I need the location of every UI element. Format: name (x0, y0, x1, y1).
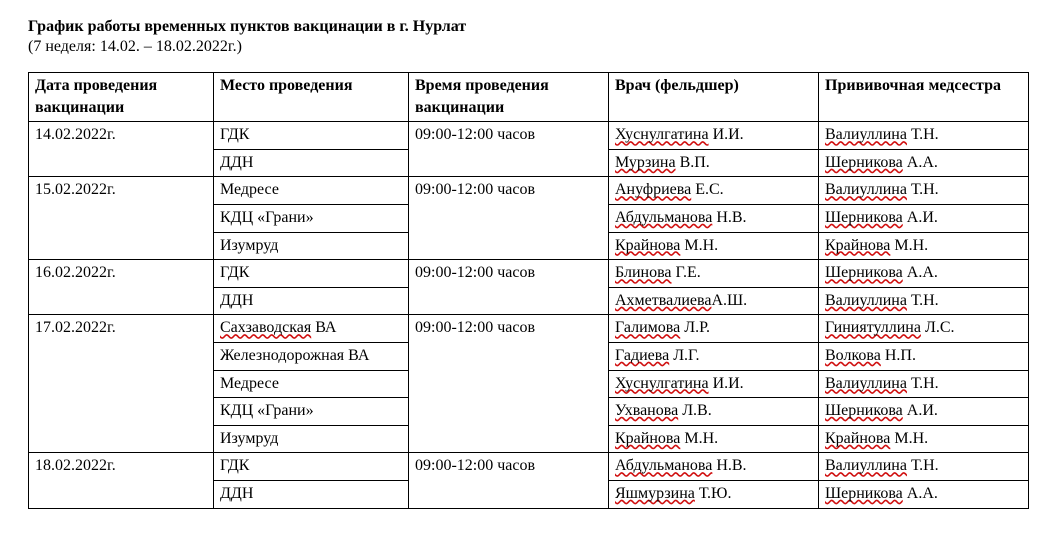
cell-nurse: Гиниятуллина Л.С. (819, 315, 1029, 343)
table-row: 14.02.2022г.ГДК09:00-12:00 часовХуснулга… (29, 122, 1029, 150)
cell-date: 18.02.2022г. (29, 453, 214, 508)
cell-doctor: Хуснулгатина И.И. (609, 122, 819, 150)
cell-nurse: Валиуллина Т.Н. (819, 453, 1029, 481)
cell-doctor: АхметвалиеваА.Ш. (609, 287, 819, 315)
cell-doctor: Блинова Г.Е. (609, 260, 819, 288)
cell-place: ГДК (214, 453, 409, 481)
cell-doctor: Яшмурзина Т.Ю. (609, 480, 819, 508)
table-row: 15.02.2022г.Медресе09:00-12:00 часовАнуф… (29, 177, 1029, 205)
col-time: Время проведения вакцинации (409, 73, 609, 122)
cell-place: ДДН (214, 480, 409, 508)
cell-nurse: Шерникова А.И. (819, 398, 1029, 426)
col-place: Место проведения (214, 73, 409, 122)
table-row: 16.02.2022г.ГДК09:00-12:00 часовБлинова … (29, 260, 1029, 288)
table-row: 18.02.2022г.ГДК09:00-12:00 часовАбдульма… (29, 453, 1029, 481)
cell-place: ГДК (214, 260, 409, 288)
cell-date: 14.02.2022г. (29, 122, 214, 177)
cell-doctor: Крайнова М.Н. (609, 232, 819, 260)
cell-nurse: Шерникова А.А. (819, 149, 1029, 177)
cell-time: 09:00-12:00 часов (409, 177, 609, 260)
cell-place: Изумруд (214, 232, 409, 260)
cell-nurse: Шерникова А.И. (819, 204, 1029, 232)
table-header-row: Дата проведения вакцинации Место проведе… (29, 73, 1029, 122)
table-row: 17.02.2022г.Сахзаводская ВА09:00-12:00 ч… (29, 315, 1029, 343)
cell-place: ДДН (214, 287, 409, 315)
cell-doctor: Мурзина В.П. (609, 149, 819, 177)
cell-doctor: Ануфриева Е.С. (609, 177, 819, 205)
cell-place: КДЦ «Грани» (214, 398, 409, 426)
cell-nurse: Шерникова А.А. (819, 480, 1029, 508)
cell-date: 15.02.2022г. (29, 177, 214, 260)
cell-place: ДДН (214, 149, 409, 177)
cell-place: Медресе (214, 177, 409, 205)
cell-nurse: Валиуллина Т.Н. (819, 177, 1029, 205)
page-subtitle: (7 неделя: 14.02. – 18.02.2022г.) (28, 38, 1029, 56)
cell-time: 09:00-12:00 часов (409, 260, 609, 315)
cell-time: 09:00-12:00 часов (409, 122, 609, 177)
cell-doctor: Абдульманова Н.В. (609, 453, 819, 481)
cell-doctor: Крайнова М.Н. (609, 425, 819, 453)
col-nurse: Прививочная медсестра (819, 73, 1029, 122)
cell-time: 09:00-12:00 часов (409, 315, 609, 453)
cell-doctor: Хуснулгатина И.И. (609, 370, 819, 398)
page-title: График работы временных пунктов вакцинац… (28, 18, 1029, 36)
schedule-table: Дата проведения вакцинации Место проведе… (28, 72, 1029, 509)
cell-place: Сахзаводская ВА (214, 315, 409, 343)
cell-date: 16.02.2022г. (29, 260, 214, 315)
cell-nurse: Крайнова М.Н. (819, 425, 1029, 453)
cell-nurse: Шерникова А.А. (819, 260, 1029, 288)
cell-nurse: Валиуллина Т.Н. (819, 287, 1029, 315)
cell-place: КДЦ «Грани» (214, 204, 409, 232)
cell-date: 17.02.2022г. (29, 315, 214, 453)
cell-place: Медресе (214, 370, 409, 398)
cell-doctor: Ухванова Л.В. (609, 398, 819, 426)
cell-nurse: Волкова Н.П. (819, 342, 1029, 370)
col-date: Дата проведения вакцинации (29, 73, 214, 122)
cell-nurse: Валиуллина Т.Н. (819, 122, 1029, 150)
cell-time: 09:00-12:00 часов (409, 453, 609, 508)
cell-place: Железнодорожная ВА (214, 342, 409, 370)
cell-doctor: Галимова Л.Р. (609, 315, 819, 343)
cell-doctor: Абдульманова Н.В. (609, 204, 819, 232)
col-doctor: Врач (фельдшер) (609, 73, 819, 122)
cell-nurse: Крайнова М.Н. (819, 232, 1029, 260)
cell-nurse: Валиуллина Т.Н. (819, 370, 1029, 398)
cell-place: ГДК (214, 122, 409, 150)
cell-doctor: Гадиева Л.Г. (609, 342, 819, 370)
cell-place: Изумруд (214, 425, 409, 453)
